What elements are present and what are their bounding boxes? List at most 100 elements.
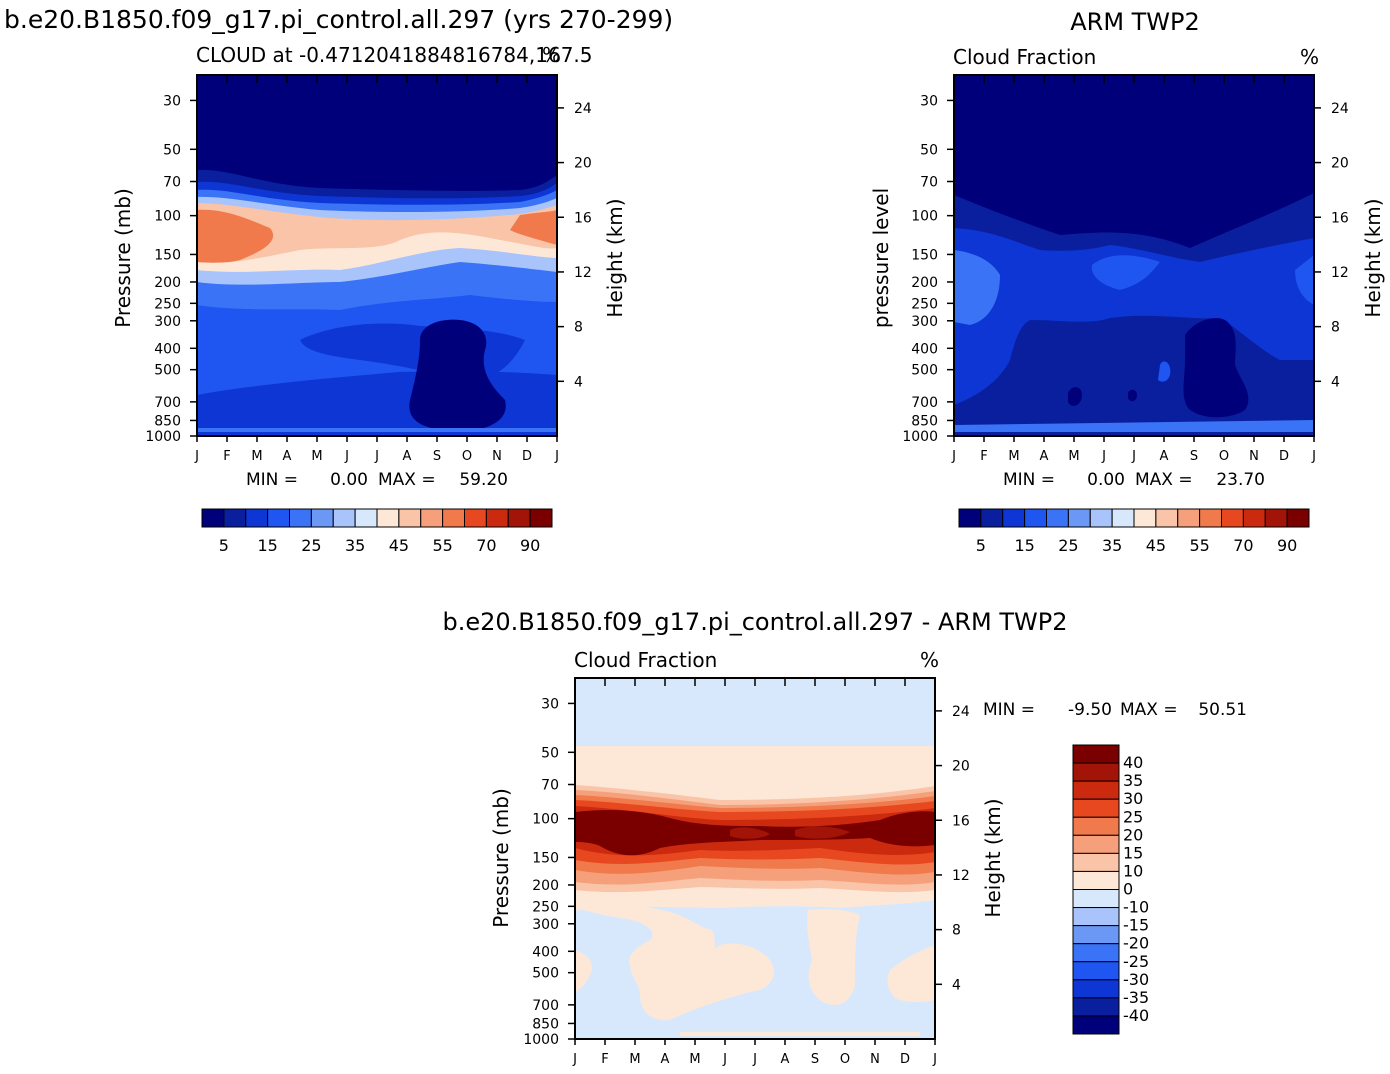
colorbar-swatch xyxy=(420,508,444,528)
colorbar-swatch xyxy=(332,508,356,528)
x-tick-label: A xyxy=(283,449,292,464)
y-right-tick-label: 12 xyxy=(1331,265,1349,281)
panel-obs-units: % xyxy=(1300,45,1319,69)
y-tick-label: 30 xyxy=(920,93,938,109)
max-value: 23.70 xyxy=(1216,470,1265,490)
panel-obs-field xyxy=(954,75,1314,436)
colorbar-label: 10 xyxy=(1123,861,1143,880)
colorbar-swatch xyxy=(245,508,269,528)
x-tick-label: J xyxy=(1131,449,1136,464)
colorbar-label: 25 xyxy=(1123,807,1143,826)
x-tick-label: D xyxy=(1279,449,1289,464)
colorbar-label: 5 xyxy=(976,536,986,555)
panel-model-title: b.e20.B1850.f09_g17.pi_control.all.297 (… xyxy=(4,5,673,34)
colorbar-swatch xyxy=(267,508,290,528)
panel-diff-field xyxy=(575,678,935,1039)
y-tick-label: 700 xyxy=(532,998,559,1014)
colorbar-swatch xyxy=(1072,834,1120,854)
x-tick-label: O xyxy=(462,449,472,464)
y-tick-label: 1000 xyxy=(523,1032,559,1048)
y-right-tick-label: 24 xyxy=(1331,101,1349,117)
x-tick-label: D xyxy=(900,1052,910,1067)
x-tick-label: J xyxy=(722,1052,727,1067)
y-tick-label: 200 xyxy=(154,275,181,291)
min-label: MIN = xyxy=(246,470,298,490)
y-tick-label: 150 xyxy=(154,247,181,263)
y-right-tick-label: 20 xyxy=(952,759,970,775)
panel-model-units: % xyxy=(542,43,561,67)
y-right-tick-label: 4 xyxy=(1331,374,1340,390)
y-tick-label: 250 xyxy=(911,296,938,312)
colorbar-label: 35 xyxy=(1102,536,1122,555)
x-tick-label: M xyxy=(1068,449,1079,464)
y-tick-label: 30 xyxy=(541,696,559,712)
colorbar-label: 25 xyxy=(301,536,321,555)
y-tick-label: 50 xyxy=(920,142,938,158)
panel-obs-subtitle: Cloud Fraction xyxy=(953,45,1096,69)
colorbar-swatch xyxy=(1199,508,1222,528)
panel-model-ylabel: Pressure (mb) xyxy=(111,188,135,328)
x-tick-label: J xyxy=(1101,449,1106,464)
colorbar-swatch xyxy=(1072,870,1120,890)
colorbar-swatch xyxy=(1046,508,1069,528)
y-tick-label: 500 xyxy=(154,363,181,379)
x-tick-label: S xyxy=(433,449,441,464)
y-tick-label: 50 xyxy=(541,745,559,761)
colorbar-swatch xyxy=(1072,961,1120,981)
colorbar-swatch xyxy=(376,508,400,528)
colorbar-swatch xyxy=(1155,508,1179,528)
colorbar-label: 45 xyxy=(1146,536,1166,555)
panel-model-subtitle: CLOUD at -0.4712041884816784,167.5 xyxy=(196,43,593,67)
x-tick-label: M xyxy=(629,1052,640,1067)
y-tick-label: 70 xyxy=(163,175,181,191)
colorbar-label: 55 xyxy=(432,536,452,555)
y-right-tick-label: 8 xyxy=(952,923,961,939)
colorbar-label: 15 xyxy=(257,536,277,555)
y-right-tick-label: 20 xyxy=(574,156,592,172)
x-tick-label: M xyxy=(311,449,322,464)
colorbar-swatch xyxy=(1242,508,1266,528)
panel-diff-ylabel-right: Height (km) xyxy=(981,798,1005,917)
colorbar-label: -40 xyxy=(1123,1006,1149,1025)
x-tick-label: N xyxy=(1249,449,1259,464)
max-label: MAX = xyxy=(378,470,436,490)
panel-diff-units: % xyxy=(920,648,939,672)
colorbar-swatch xyxy=(1111,508,1135,528)
colorbar-swatch xyxy=(1072,889,1120,909)
x-tick-label: O xyxy=(840,1052,850,1067)
y-tick-label: 1000 xyxy=(145,429,181,445)
y-tick-label: 250 xyxy=(532,899,559,915)
y-right-tick-label: 12 xyxy=(574,265,592,281)
max-label: MAX = xyxy=(1120,700,1178,720)
colorbar-label: 35 xyxy=(345,536,365,555)
panel-diff-ylabel: Pressure (mb) xyxy=(489,788,513,928)
colorbar-label: 25 xyxy=(1058,536,1078,555)
x-tick-label: F xyxy=(980,449,987,464)
y-right-tick-label: 4 xyxy=(952,977,961,993)
colorbar-swatch xyxy=(289,508,312,528)
colorbar-swatch xyxy=(1072,943,1120,963)
min-label: MIN = xyxy=(1003,470,1055,490)
colorbar-label: -20 xyxy=(1123,934,1149,953)
x-tick-label: D xyxy=(522,449,532,464)
y-right-tick-label: 16 xyxy=(1331,210,1349,226)
colorbar-swatch xyxy=(354,508,378,528)
y-right-tick-label: 24 xyxy=(952,704,970,720)
colorbar-swatch xyxy=(1072,744,1120,764)
colorbar-label: 55 xyxy=(1189,536,1209,555)
panel-obs-title: ARM TWP2 xyxy=(1070,8,1200,36)
x-tick-label: F xyxy=(601,1052,608,1067)
panel-obs-colorbar: 5 15 25 35 45 55 70 90 xyxy=(958,508,1310,555)
colorbar-label: 0 xyxy=(1123,880,1133,899)
colorbar-swatch xyxy=(1264,508,1288,528)
y-tick-label: 850 xyxy=(911,413,938,429)
y-tick-label: 850 xyxy=(154,413,181,429)
y-tick-label: 200 xyxy=(532,878,559,894)
y-tick-label: 100 xyxy=(532,812,559,828)
y-right-tick-label: 4 xyxy=(574,374,583,390)
panel-model-colorbar: 5 15 25 35 45 55 70 90 xyxy=(201,508,553,555)
colorbar-swatch xyxy=(223,508,247,528)
min-label: MIN = xyxy=(983,700,1035,720)
colorbar-swatch xyxy=(201,508,225,528)
